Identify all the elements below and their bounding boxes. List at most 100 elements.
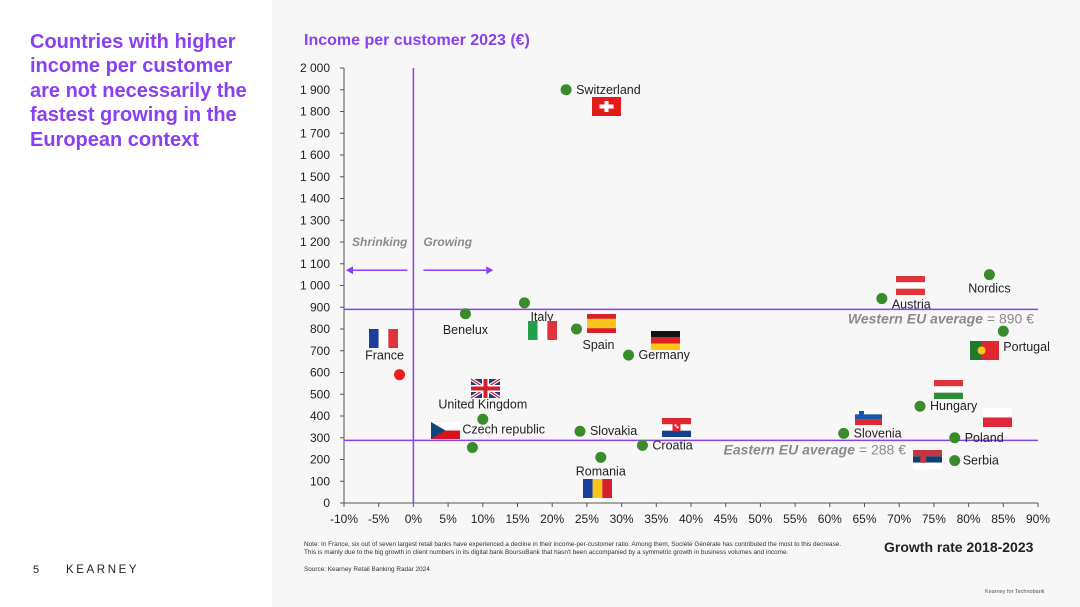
y-tick-label: 1 400 bbox=[300, 192, 330, 206]
y-tick-label: 800 bbox=[310, 322, 330, 336]
x-tick-label: 70% bbox=[887, 512, 911, 526]
brand-logo: KEARNEY bbox=[66, 564, 140, 576]
y-tick-label: 1 600 bbox=[300, 148, 330, 162]
x-tick-label: 80% bbox=[957, 512, 981, 526]
data-point-germany bbox=[623, 349, 635, 361]
x-tick-label: 40% bbox=[679, 512, 703, 526]
page-number: 5 bbox=[33, 564, 40, 576]
y-tick-label: 100 bbox=[310, 474, 330, 488]
data-label-czech-republic: Czech republic bbox=[462, 423, 545, 437]
x-tick-label: 85% bbox=[991, 512, 1015, 526]
growing-arrow-head bbox=[486, 266, 494, 275]
austria-flag-icon bbox=[896, 276, 925, 295]
y-tick-label: 1 300 bbox=[300, 213, 330, 227]
data-point-benelux bbox=[459, 308, 471, 320]
data-label-nordics: Nordics bbox=[968, 282, 1010, 296]
x-tick-label: -10% bbox=[330, 512, 358, 526]
data-label-hungary: Hungary bbox=[930, 399, 978, 413]
y-tick-label: 400 bbox=[310, 409, 330, 423]
y-tick-label: 1 500 bbox=[300, 170, 330, 184]
data-point-portugal bbox=[997, 325, 1009, 337]
x-tick-label: 30% bbox=[610, 512, 634, 526]
data-label-spain: Spain bbox=[582, 338, 614, 352]
x-tick-label: 20% bbox=[540, 512, 564, 526]
switzerland-flag-icon bbox=[592, 97, 621, 116]
data-label-croatia: Croatia bbox=[652, 438, 692, 452]
data-label-switzerland: Switzerland bbox=[576, 83, 641, 97]
x-tick-label: 65% bbox=[852, 512, 876, 526]
footer-text: Kearney for Technobank bbox=[985, 589, 1045, 595]
data-point-switzerland bbox=[560, 84, 572, 96]
data-point-slovakia bbox=[574, 425, 586, 437]
data-point-slovenia bbox=[838, 427, 850, 439]
shrinking-label: Shrinking bbox=[352, 235, 408, 249]
x-tick-label: 15% bbox=[505, 512, 529, 526]
y-tick-label: 1 800 bbox=[300, 105, 330, 119]
x-tick-label: 10% bbox=[471, 512, 495, 526]
chart-title: Income per customer 2023 (€) bbox=[304, 32, 530, 49]
y-tick-label: 300 bbox=[310, 431, 330, 445]
data-label-benelux: Benelux bbox=[443, 323, 489, 337]
data-point-austria bbox=[876, 293, 888, 305]
data-point-czech-republic bbox=[466, 442, 478, 454]
hungary-flag-icon bbox=[934, 380, 963, 399]
data-point-spain bbox=[570, 323, 582, 335]
data-label-france: France bbox=[365, 349, 404, 363]
x-tick-label: -5% bbox=[368, 512, 390, 526]
united-kingdom-flag-icon bbox=[470, 377, 501, 400]
growing-label: Growing bbox=[423, 235, 472, 249]
data-point-nordics bbox=[983, 269, 995, 281]
x-tick-label: 45% bbox=[714, 512, 738, 526]
data-label-serbia: Serbia bbox=[963, 454, 999, 468]
y-tick-label: 1 000 bbox=[300, 279, 330, 293]
y-tick-label: 600 bbox=[310, 366, 330, 380]
left-panel: Countries with higher income per custome… bbox=[0, 0, 272, 607]
data-label-romania: Romania bbox=[576, 464, 626, 478]
chart-source: Source: Kearney Retail Banking Radar 202… bbox=[304, 566, 430, 573]
x-tick-label: 0% bbox=[405, 512, 423, 526]
france-flag-icon bbox=[369, 329, 398, 348]
x-tick-label: 75% bbox=[922, 512, 946, 526]
reference-line-label: Western EU average = 890 € bbox=[848, 310, 1034, 326]
data-label-germany: Germany bbox=[639, 348, 691, 362]
x-tick-label: 90% bbox=[1026, 512, 1050, 526]
data-label-portugal: Portugal bbox=[1003, 340, 1050, 354]
chart-panel bbox=[272, 0, 1080, 607]
data-point-romania bbox=[595, 451, 607, 463]
chart-note: Note: In France, six out of seven larges… bbox=[304, 541, 842, 556]
y-tick-label: 200 bbox=[310, 453, 330, 467]
x-tick-label: 55% bbox=[783, 512, 807, 526]
x-tick-label: 35% bbox=[644, 512, 668, 526]
data-label-italy: Italy bbox=[530, 310, 554, 324]
data-point-serbia bbox=[949, 455, 961, 467]
data-label-slovenia: Slovenia bbox=[854, 426, 902, 440]
poland-flag-icon bbox=[983, 408, 1012, 427]
x-tick-label: 5% bbox=[439, 512, 457, 526]
slide-headline: Countries with higher income per custome… bbox=[30, 31, 247, 151]
y-tick-label: 1 900 bbox=[300, 83, 330, 97]
serbia-flag-icon bbox=[913, 450, 942, 469]
y-tick-label: 1 100 bbox=[300, 257, 330, 271]
portugal-flag-icon bbox=[970, 341, 999, 360]
y-tick-label: 500 bbox=[310, 387, 330, 401]
y-tick-label: 2 000 bbox=[300, 61, 330, 75]
italy-flag-icon bbox=[528, 321, 557, 340]
slovenia-flag-icon bbox=[855, 409, 882, 425]
data-point-croatia bbox=[636, 439, 648, 451]
x-tick-label: 60% bbox=[818, 512, 842, 526]
data-point-poland bbox=[949, 432, 961, 444]
data-label-poland: Poland bbox=[965, 431, 1004, 445]
croatia-flag-icon bbox=[662, 418, 691, 437]
data-point-united-kingdom bbox=[477, 413, 489, 425]
y-tick-label: 0 bbox=[323, 496, 330, 510]
data-point-france bbox=[394, 369, 406, 381]
y-tick-label: 700 bbox=[310, 344, 330, 358]
data-label-austria: Austria bbox=[892, 298, 931, 312]
germany-flag-icon bbox=[651, 331, 680, 350]
data-label-slovakia: Slovakia bbox=[590, 424, 637, 438]
shrinking-arrow-head bbox=[346, 266, 353, 275]
data-point-hungary bbox=[914, 400, 926, 412]
x-tick-label: 25% bbox=[575, 512, 599, 526]
x-tick-label: 50% bbox=[748, 512, 772, 526]
czech-flag-icon bbox=[431, 422, 460, 439]
